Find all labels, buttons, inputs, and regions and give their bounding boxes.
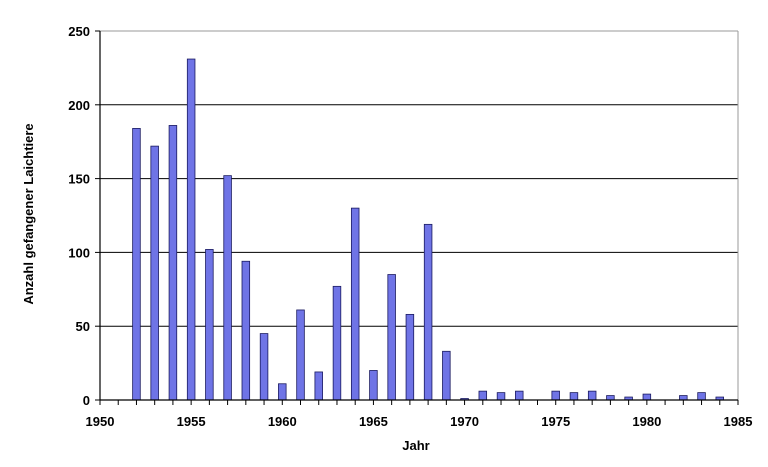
bar-1972 <box>496 392 506 401</box>
x-tick-label: 1955 <box>177 414 206 429</box>
bar-1954 <box>168 125 178 401</box>
bar-1965 <box>369 370 378 401</box>
bar-1963 <box>332 285 342 401</box>
bar-1955 <box>186 58 196 401</box>
bar-1962 <box>314 371 323 401</box>
y-tick-label: 200 <box>68 98 90 113</box>
x-tick-label: 1960 <box>268 414 297 429</box>
y-axis-title: Anzahl gefangener Laichtiere <box>21 123 36 304</box>
x-tick-label: 1965 <box>359 414 388 429</box>
bar-1969 <box>442 350 451 401</box>
bar-1964 <box>350 207 360 401</box>
bar-1973 <box>515 390 524 401</box>
x-axis-title: Jahr <box>402 438 429 453</box>
y-tick-label: 250 <box>68 24 90 39</box>
bar-1956 <box>205 249 214 401</box>
bar-1975 <box>551 390 560 401</box>
bar-1958 <box>241 260 251 401</box>
x-tick-label: 1950 <box>86 414 115 429</box>
x-tick-label: 1970 <box>450 414 479 429</box>
bar-1952 <box>132 128 141 401</box>
axes <box>95 30 739 405</box>
x-tick-label: 1975 <box>541 414 570 429</box>
bar-1978 <box>606 395 615 401</box>
bar-1966 <box>387 274 396 401</box>
bar-1961 <box>296 309 305 401</box>
y-tick-label: 50 <box>76 319 90 334</box>
bar-1967 <box>405 313 415 401</box>
x-tick-label: 1985 <box>724 414 753 429</box>
y-tick-label: 0 <box>83 393 90 408</box>
gridlines <box>100 30 738 327</box>
y-tick-label: 100 <box>68 245 90 260</box>
tick-labels: 0 50 100 150 200 250 1950 1955 1960 1965 1970 1975 1… <box>68 24 752 429</box>
y-tick-label: 150 <box>68 172 90 187</box>
bar-1960 <box>278 383 287 401</box>
bar-1968 <box>423 223 433 401</box>
bar-1982 <box>679 395 688 401</box>
x-tick-label: 1980 <box>632 414 661 429</box>
bar-1983 <box>697 392 706 401</box>
bar-1976 <box>569 392 579 401</box>
bar-1959 <box>259 333 269 401</box>
bar-1980 <box>642 393 652 401</box>
bar-1957 <box>223 175 232 401</box>
bar-1971 <box>478 390 488 401</box>
bar-1977 <box>587 390 597 401</box>
bar-1953 <box>150 145 159 401</box>
bars <box>132 58 724 401</box>
